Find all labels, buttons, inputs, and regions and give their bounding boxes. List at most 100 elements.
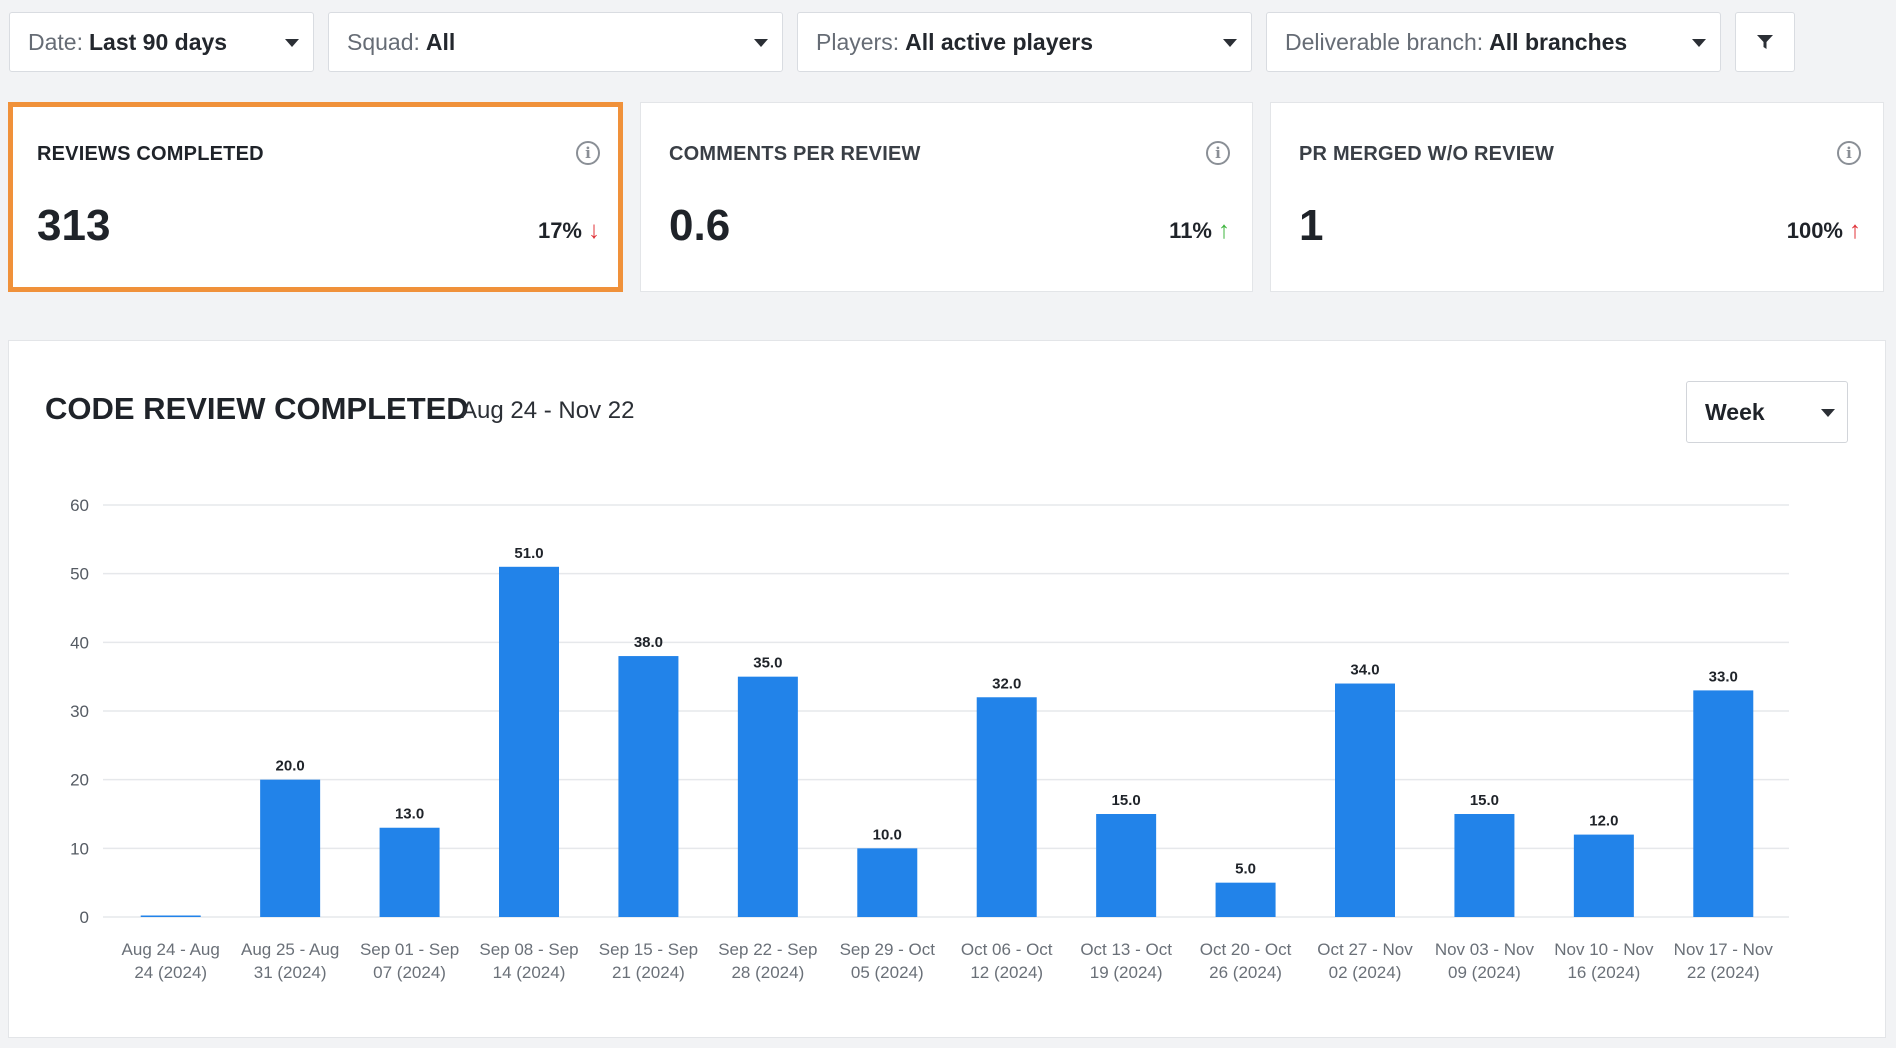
y-tick-label: 40 bbox=[70, 633, 89, 652]
x-tick-label: Aug 25 - Aug bbox=[241, 940, 339, 959]
card-value: 1 bbox=[1299, 201, 1324, 250]
bar bbox=[499, 566, 559, 917]
branch-filter-value: All branches bbox=[1489, 28, 1628, 55]
x-tick-label: 26 (2024) bbox=[1209, 963, 1282, 982]
delta-value: 100% bbox=[1786, 218, 1843, 243]
x-tick-label: 12 (2024) bbox=[970, 963, 1043, 982]
x-tick-label: 05 (2024) bbox=[851, 963, 924, 982]
x-tick-label: Sep 01 - Sep bbox=[360, 940, 459, 959]
data-label: 32.0 bbox=[992, 675, 1021, 692]
bar bbox=[737, 676, 798, 917]
x-tick-label: Nov 03 - Nov bbox=[1435, 940, 1535, 959]
x-tick-label: Oct 20 - Oct bbox=[1200, 940, 1292, 959]
players-filter-label: Players: bbox=[816, 28, 900, 55]
arrow-down-icon: ↓ bbox=[588, 217, 600, 244]
x-tick-label: 31 (2024) bbox=[254, 963, 327, 982]
y-tick-label: 50 bbox=[70, 565, 89, 584]
bar bbox=[1573, 834, 1634, 917]
chevron-down-icon bbox=[285, 39, 299, 47]
branch-filter-label: Deliverable branch: bbox=[1285, 28, 1484, 55]
bar bbox=[1693, 690, 1754, 917]
y-tick-label: 0 bbox=[80, 908, 89, 927]
squad-filter[interactable]: Squad: All bbox=[328, 12, 783, 72]
card-title: COMMENTS PER REVIEW bbox=[669, 143, 921, 165]
players-filter-value: All active players bbox=[905, 28, 1094, 55]
x-tick-label: 19 (2024) bbox=[1090, 963, 1163, 982]
funnel-icon bbox=[1757, 35, 1773, 49]
bar bbox=[260, 779, 321, 917]
data-label: 13.0 bbox=[395, 806, 424, 823]
x-tick-label: 22 (2024) bbox=[1687, 963, 1760, 982]
card-delta: 11% ↑ bbox=[1169, 217, 1230, 245]
granularity-select[interactable]: Week bbox=[1686, 381, 1848, 443]
pr-merged-without-review-card[interactable]: PR MERGED W/O REVIEW i 1 100% ↑ bbox=[1270, 102, 1884, 292]
bar bbox=[1335, 683, 1395, 917]
players-filter[interactable]: Players: All active players bbox=[797, 12, 1252, 72]
squad-filter-label: Squad: bbox=[347, 28, 420, 55]
x-tick-label: Sep 08 - Sep bbox=[479, 940, 578, 959]
bar bbox=[1096, 814, 1157, 917]
comments-per-review-card[interactable]: COMMENTS PER REVIEW i 0.6 11% ↑ bbox=[640, 102, 1253, 292]
delta-value: 11% bbox=[1169, 218, 1212, 243]
data-label: 38.0 bbox=[634, 634, 663, 651]
panel-title: CODE REVIEW COMPLETED bbox=[45, 391, 469, 426]
chevron-down-icon bbox=[1692, 39, 1706, 47]
data-label: 51.0 bbox=[514, 545, 543, 562]
y-tick-label: 60 bbox=[70, 496, 89, 515]
squad-filter-value: All bbox=[425, 28, 456, 55]
branch-filter[interactable]: Deliverable branch: All branches bbox=[1266, 12, 1721, 72]
bar bbox=[618, 656, 679, 917]
x-tick-label: 28 (2024) bbox=[731, 963, 804, 982]
bar bbox=[857, 848, 918, 917]
x-tick-label: Oct 13 - Oct bbox=[1080, 940, 1172, 959]
code-review-chart-panel: CODE REVIEW COMPLETED Aug 24 - Nov 22 We… bbox=[8, 340, 1886, 1038]
y-tick-label: 20 bbox=[70, 771, 89, 790]
reviews-completed-card[interactable]: REVIEWS COMPLETED i 313 17% ↓ bbox=[8, 102, 623, 292]
bar bbox=[1215, 882, 1276, 917]
card-title: REVIEWS COMPLETED bbox=[37, 143, 264, 165]
card-title: PR MERGED W/O REVIEW bbox=[1299, 143, 1555, 165]
data-label: 12.0 bbox=[1589, 813, 1618, 830]
x-tick-label: Nov 17 - Nov bbox=[1674, 940, 1774, 959]
data-label: 33.0 bbox=[1709, 668, 1738, 685]
bar bbox=[140, 915, 201, 917]
x-tick-label: 07 (2024) bbox=[373, 963, 446, 982]
granularity-value: Week bbox=[1705, 398, 1765, 425]
x-tick-label: 21 (2024) bbox=[612, 963, 685, 982]
chevron-down-icon bbox=[1223, 39, 1237, 47]
chevron-down-icon bbox=[1821, 409, 1835, 417]
filter-button[interactable] bbox=[1735, 12, 1795, 72]
x-tick-label: 16 (2024) bbox=[1567, 963, 1640, 982]
card-delta: 17% ↓ bbox=[538, 217, 600, 245]
info-icon[interactable]: i bbox=[576, 141, 600, 165]
card-delta: 100% ↑ bbox=[1787, 217, 1861, 245]
data-label: 34.0 bbox=[1350, 662, 1379, 679]
x-tick-label: 14 (2024) bbox=[493, 963, 566, 982]
bar bbox=[1454, 814, 1515, 917]
info-icon[interactable]: i bbox=[1837, 141, 1861, 165]
x-tick-label: Sep 15 - Sep bbox=[599, 940, 698, 959]
panel-date-range: Aug 24 - Nov 22 bbox=[461, 397, 635, 424]
date-filter-label: Date: bbox=[28, 28, 83, 55]
data-label: 10.0 bbox=[873, 826, 902, 843]
info-icon[interactable]: i bbox=[1206, 141, 1230, 165]
bar bbox=[976, 697, 1037, 917]
x-tick-label: Oct 06 - Oct bbox=[961, 940, 1053, 959]
card-value: 313 bbox=[37, 201, 111, 250]
date-filter-value: Last 90 days bbox=[88, 28, 228, 55]
delta-value: 17% bbox=[537, 218, 582, 243]
x-tick-label: Oct 27 - Nov bbox=[1317, 940, 1413, 959]
arrow-up-icon: ↑ bbox=[1849, 217, 1861, 244]
chevron-down-icon bbox=[754, 39, 768, 47]
x-tick-label: 24 (2024) bbox=[134, 963, 207, 982]
data-label: 15.0 bbox=[1470, 792, 1499, 809]
x-tick-label: Nov 10 - Nov bbox=[1554, 940, 1654, 959]
data-label: 20.0 bbox=[276, 758, 305, 775]
card-value: 0.6 bbox=[669, 201, 731, 250]
date-filter[interactable]: Date: Last 90 days bbox=[9, 12, 314, 72]
data-label: 15.0 bbox=[1112, 792, 1141, 809]
data-label: 35.0 bbox=[753, 655, 782, 672]
x-tick-label: 09 (2024) bbox=[1448, 963, 1521, 982]
y-tick-label: 30 bbox=[70, 702, 89, 721]
bar bbox=[379, 827, 440, 917]
